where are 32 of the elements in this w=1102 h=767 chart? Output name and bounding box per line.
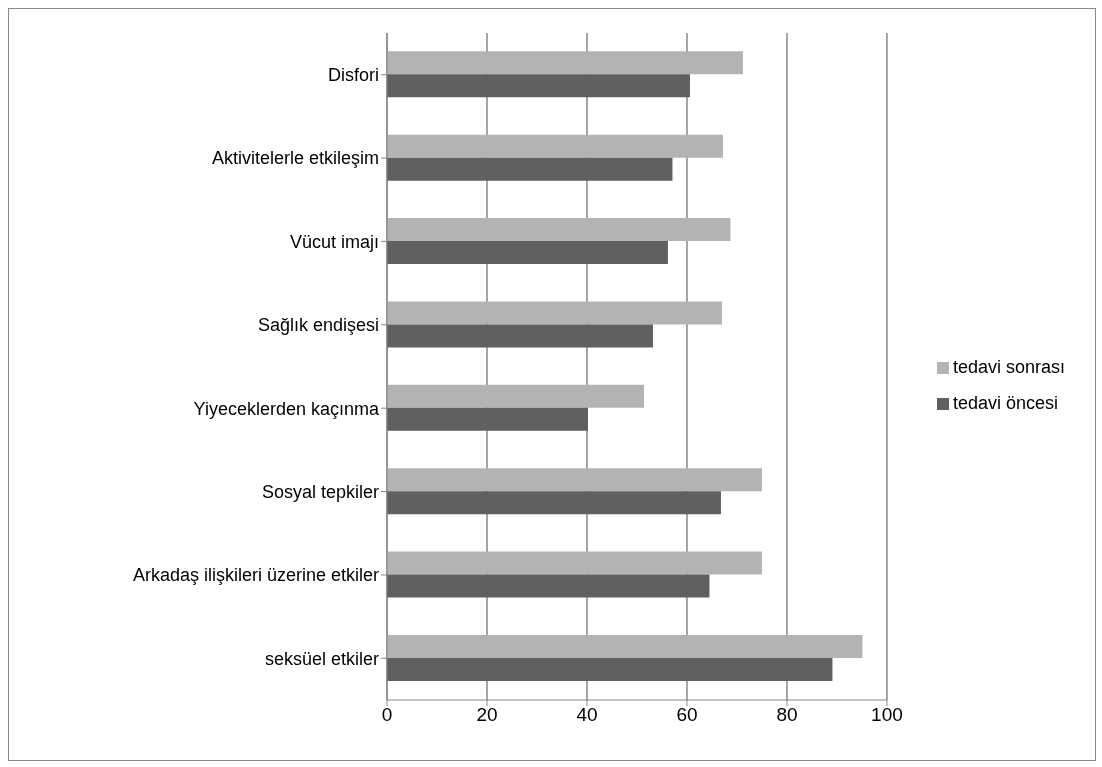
bar — [387, 384, 644, 408]
y-tick-label: Sosyal tepkiler — [261, 481, 379, 502]
bar — [387, 551, 762, 575]
bar — [387, 51, 743, 75]
bar — [387, 407, 588, 431]
bar — [387, 657, 833, 681]
bar — [387, 634, 863, 658]
y-tick-label: Sağlık endişesi — [257, 315, 379, 336]
x-tick-label: 20 — [476, 704, 498, 726]
bar — [387, 74, 690, 98]
x-tick-label: 80 — [776, 704, 798, 726]
x-tick-label: 100 — [871, 704, 903, 726]
y-tick-label: Arkadaş ilişkileri üzerine etkiler — [132, 565, 379, 586]
legend-label: tedavi öncesi — [952, 392, 1059, 413]
y-tick-label: Vücut imajı — [289, 231, 379, 252]
bar — [387, 157, 673, 181]
y-tick-label: Yiyeceklerden kaçınma — [193, 398, 380, 419]
bar — [387, 241, 668, 265]
bar — [387, 134, 723, 158]
y-tick-label: Aktivitelerle etkileşim — [211, 148, 379, 169]
bar — [387, 468, 762, 492]
bar — [387, 218, 731, 242]
x-tick-label: 0 — [381, 704, 393, 726]
x-tick-label: 40 — [576, 704, 598, 726]
bar — [387, 574, 710, 598]
y-tick-label: seksüel etkiler — [264, 648, 380, 669]
bar — [387, 301, 722, 325]
bar — [387, 324, 653, 348]
y-tick-label: Disfori — [327, 65, 379, 86]
bar — [387, 491, 721, 515]
legend-label: tedavi sonrası — [952, 356, 1065, 377]
x-tick-label: 60 — [676, 704, 698, 726]
